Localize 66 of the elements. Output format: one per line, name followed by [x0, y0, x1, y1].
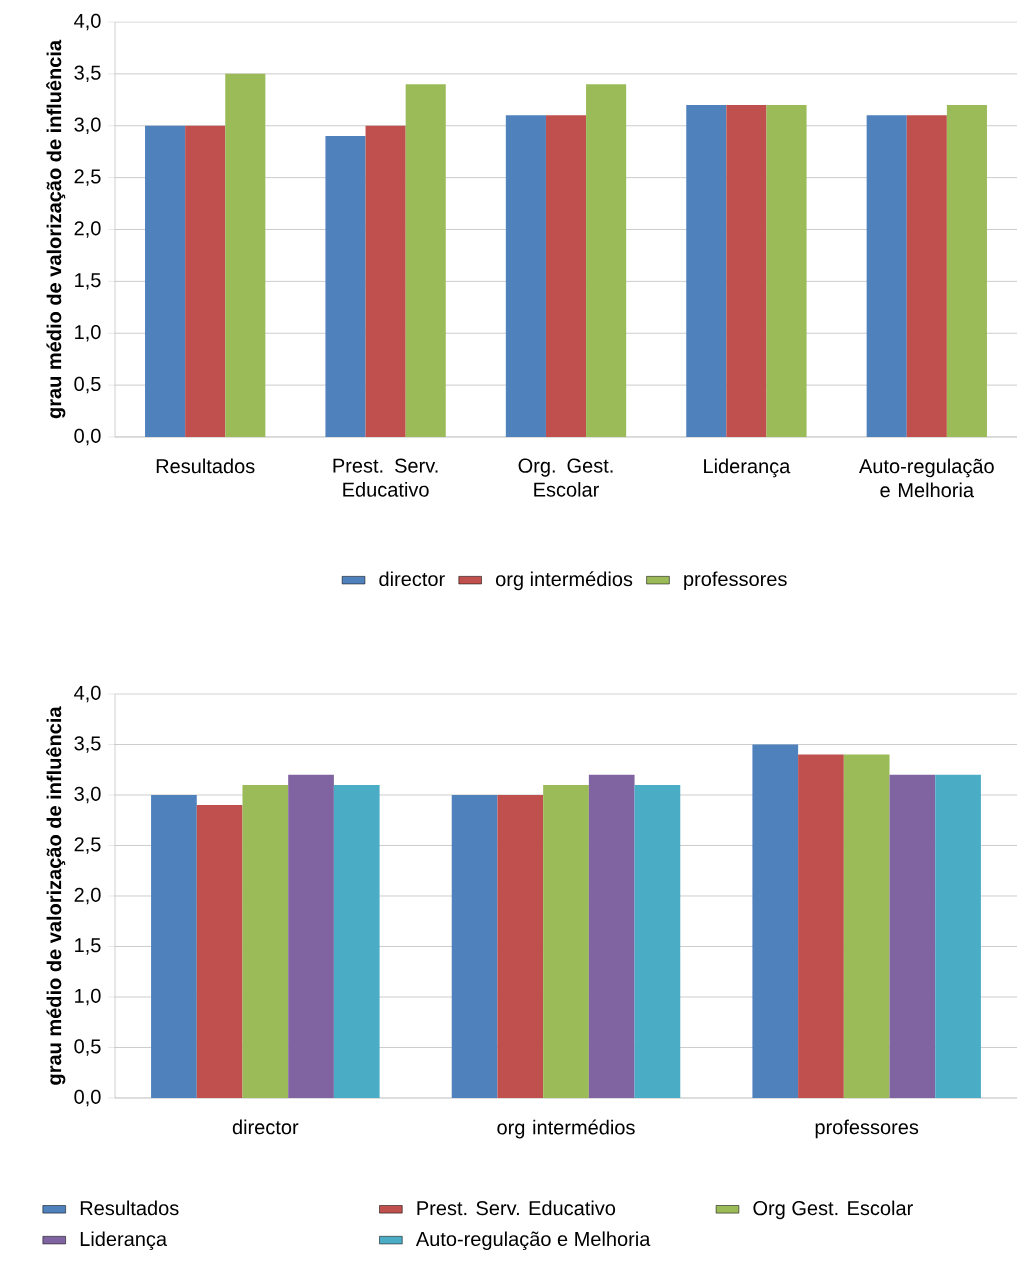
- bar: [726, 104, 767, 437]
- y-tick-label: 2,5: [74, 837, 101, 854]
- bar: [543, 784, 589, 1098]
- x-tick-label: Auto-regulação e Melhoria: [859, 458, 994, 498]
- bar: [588, 774, 635, 1098]
- bar: [288, 774, 334, 1098]
- bar: [365, 125, 406, 437]
- x-tick-label: org intermédios: [497, 1119, 635, 1139]
- y-tick-label: 1,5: [75, 273, 101, 290]
- x-tick-label: Org. Gest. Escolar: [518, 458, 613, 497]
- legend-label: Liderança: [80, 1231, 168, 1251]
- y-tick-label: 0,5: [74, 376, 101, 394]
- bar: [843, 754, 890, 1098]
- bar: [333, 784, 380, 1098]
- y-tick-label: 2,0: [74, 221, 101, 238]
- bar: [497, 794, 544, 1098]
- y-tick-label: 1,0: [75, 324, 101, 342]
- bar: [586, 84, 627, 437]
- y-tick-label: 0,0: [74, 1089, 101, 1107]
- bar: [145, 125, 186, 437]
- bar: [889, 774, 936, 1098]
- bar: [906, 115, 947, 437]
- y-tick-label: 3,0: [74, 786, 101, 804]
- bar: [686, 104, 727, 437]
- bar: [505, 115, 546, 437]
- bar: [405, 84, 446, 437]
- y-tick-label: 2,0: [74, 887, 101, 905]
- bar: [325, 136, 366, 437]
- legend-label: Resultados: [80, 1200, 179, 1216]
- bar: [196, 805, 243, 1098]
- bar: [634, 784, 681, 1098]
- legend-label: Auto-regulação e Melhoria: [415, 1231, 651, 1251]
- y-axis-title: grau médio de valorização de influência: [46, 39, 66, 419]
- bar: [151, 794, 197, 1098]
- x-tick-label: director: [232, 1119, 299, 1135]
- y-tick-label: 2,5: [74, 169, 101, 186]
- legend-label: org intermédios: [496, 571, 633, 591]
- bar: [935, 774, 981, 1098]
- x-tick-label: Prest. Serv. Educativo: [333, 458, 438, 497]
- legend-label: director: [379, 571, 445, 587]
- y-tick-label: 3,5: [74, 736, 101, 753]
- bar: [766, 104, 807, 437]
- legend-label: Org Gest. Escolar: [753, 1200, 913, 1220]
- x-tick-label: professores: [815, 1119, 919, 1139]
- bar: [225, 73, 266, 437]
- bar: [798, 754, 844, 1098]
- x-tick-label: Liderança: [704, 458, 791, 478]
- bar: [185, 125, 226, 437]
- bar: [946, 104, 987, 437]
- y-tick-label: 1,5: [75, 938, 101, 955]
- y-tick-label: 0,5: [74, 1039, 101, 1056]
- y-tick-label: 4,0: [74, 13, 101, 31]
- y-axis-title: grau médio de valorização de influência: [46, 706, 66, 1085]
- y-tick-label: 0,0: [74, 428, 101, 446]
- bar: [866, 115, 907, 437]
- y-tick-label: 3,5: [74, 65, 101, 83]
- y-tick-label: 4,0: [74, 685, 101, 703]
- y-tick-label: 3,0: [74, 117, 101, 134]
- x-tick-label: Resultados: [156, 458, 255, 474]
- y-tick-label: 1,0: [75, 988, 101, 1006]
- bar: [752, 744, 799, 1098]
- bar: [242, 784, 289, 1098]
- legend-label: Prest. Serv. Educativo: [417, 1200, 616, 1216]
- bar: [545, 115, 587, 437]
- bar: [451, 794, 498, 1098]
- legend-label: professores: [684, 571, 787, 591]
